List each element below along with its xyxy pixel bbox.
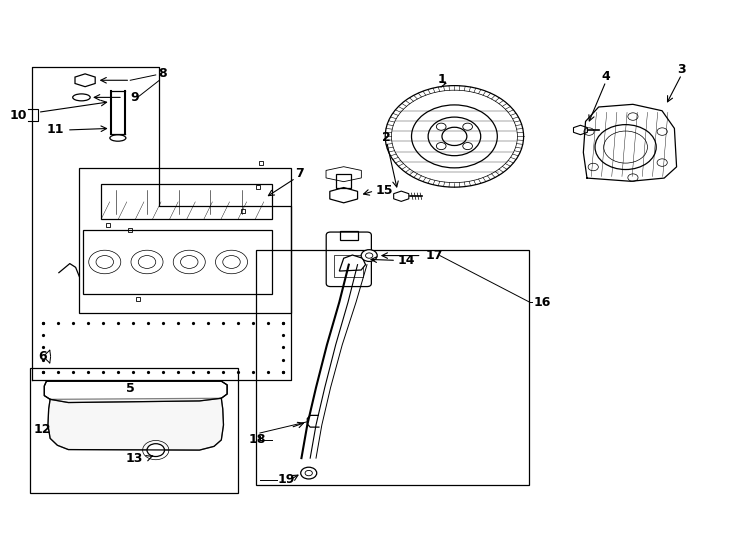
Bar: [336, 174, 351, 187]
Bar: [79, 168, 291, 313]
Circle shape: [657, 128, 667, 136]
Text: 3: 3: [677, 63, 686, 76]
Bar: [101, 185, 272, 219]
Bar: [340, 231, 357, 240]
Circle shape: [588, 163, 598, 171]
Text: 17: 17: [425, 249, 443, 262]
Circle shape: [301, 467, 317, 479]
Text: 10: 10: [10, 109, 28, 122]
Polygon shape: [44, 381, 227, 402]
Text: 14: 14: [398, 254, 415, 267]
Polygon shape: [339, 255, 366, 271]
Circle shape: [628, 174, 638, 181]
Circle shape: [628, 113, 638, 120]
Text: 7: 7: [296, 167, 305, 180]
Text: 6: 6: [38, 350, 47, 363]
Bar: [83, 230, 272, 294]
Bar: [334, 255, 363, 277]
Bar: [30, 368, 238, 494]
Circle shape: [657, 159, 667, 166]
Text: 9: 9: [130, 91, 139, 104]
Text: 1: 1: [437, 73, 446, 86]
Circle shape: [361, 249, 377, 261]
Text: 13: 13: [126, 451, 142, 464]
Text: 19: 19: [277, 473, 295, 486]
Text: 8: 8: [159, 68, 167, 80]
Circle shape: [584, 128, 594, 136]
Text: 12: 12: [33, 423, 51, 436]
Text: 4: 4: [602, 70, 610, 83]
Text: 16: 16: [533, 295, 550, 308]
Circle shape: [147, 444, 164, 456]
Polygon shape: [48, 399, 223, 450]
Text: 11: 11: [46, 124, 64, 137]
Bar: [256, 249, 529, 485]
Text: 2: 2: [382, 131, 391, 144]
Text: 18: 18: [249, 434, 266, 447]
Text: 5: 5: [126, 382, 134, 395]
Text: 15: 15: [376, 184, 393, 198]
